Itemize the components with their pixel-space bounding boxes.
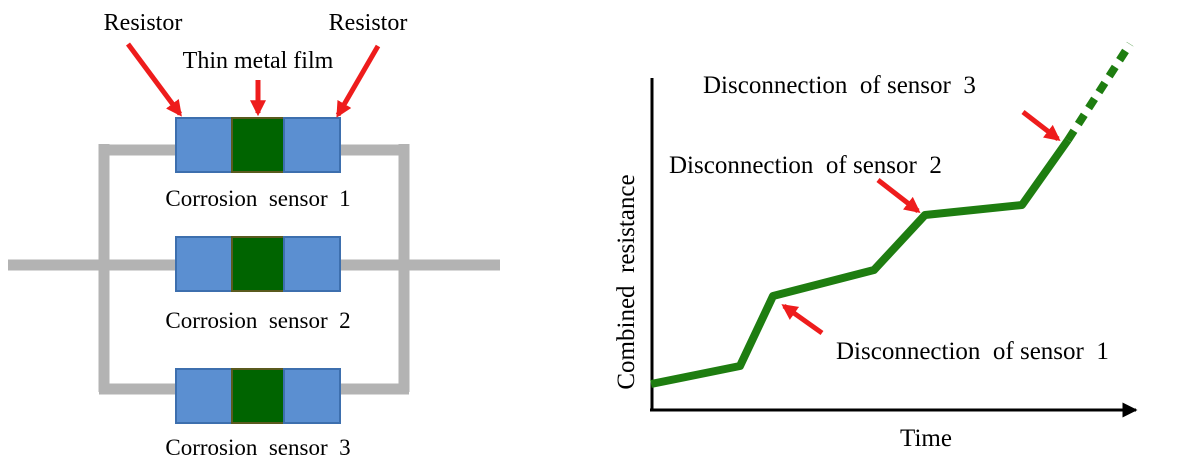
corrosion-sensor-2: Corrosion sensor 2 [165, 236, 351, 333]
annotation-sensor-1: Disconnection of sensor 1 [836, 338, 1109, 365]
wires [8, 144, 500, 395]
resistor-right [283, 117, 341, 173]
corrosion-sensor-1: Corrosion sensor 1 [165, 117, 351, 211]
thin-metal-film [231, 117, 285, 173]
arrow-resistor-left [125, 42, 183, 117]
resistor-left [175, 236, 233, 292]
arrow-resistor-right [335, 44, 381, 118]
resistance-graph: Time Combined resistance Disconnection o… [613, 41, 1138, 452]
resistor-left [175, 117, 233, 173]
arrow-sensor-3 [1021, 110, 1061, 141]
sensor-label: Corrosion sensor 1 [165, 186, 350, 211]
thin-metal-film [231, 236, 285, 292]
corrosion-sensor-3: Corrosion sensor 3 [165, 368, 351, 460]
y-axis-label: Combined resistance [613, 174, 640, 389]
x-axis-label: Time [900, 425, 952, 452]
annotation-sensor-3: Disconnection of sensor 3 [703, 72, 976, 99]
annotation-sensor-2: Disconnection of sensor 2 [669, 152, 942, 179]
arrow-sensor-1 [781, 303, 824, 336]
circuit-diagram: Corrosion sensor 1 Corrosion sensor 2 Co… [8, 10, 500, 460]
thin-metal-film [231, 368, 285, 424]
resistor-right [283, 368, 341, 424]
resistor-left-label: Resistor [104, 10, 183, 36]
resistor-right [283, 236, 341, 292]
sensor-label: Corrosion sensor 3 [165, 435, 350, 460]
thin-metal-film-label: Thin metal film [183, 48, 334, 74]
resistance-curve [650, 137, 1072, 388]
arrow-sensor-2 [876, 178, 921, 213]
resistor-right-label: Resistor [329, 10, 408, 36]
sensor-label: Corrosion sensor 2 [165, 308, 350, 333]
resistance-curve-extrapolation [1064, 41, 1134, 143]
resistor-left [175, 368, 233, 424]
